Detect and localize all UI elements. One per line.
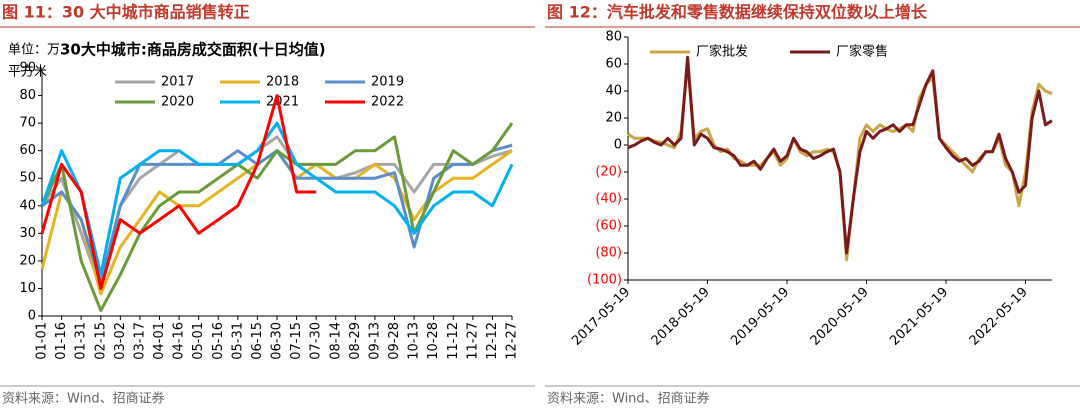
x-tick-label: 05-16 xyxy=(211,322,226,360)
x-tick-label: 09-13 xyxy=(367,322,382,360)
x-tick-label: 10-13 xyxy=(407,322,422,360)
source: 资料来源：Wind、招商证券 xyxy=(547,391,710,407)
legend-label: 2021 xyxy=(266,95,299,110)
x-tick-label: 01-16 xyxy=(54,322,69,360)
unit-label: 单位：万 xyxy=(8,43,60,58)
y-tick-label: 90 xyxy=(19,61,36,76)
y-tick-label: (80) xyxy=(595,246,622,261)
x-tick-label: 07-15 xyxy=(289,322,304,360)
series-line xyxy=(40,121,514,277)
figure-title: 图 12：汽车批发和零售数据继续保持双位数以上增长 xyxy=(547,3,928,22)
y-tick-label: 50 xyxy=(19,171,36,186)
x-tick-label: 02-15 xyxy=(93,322,108,360)
source: 资料来源：Wind、招商证券 xyxy=(2,391,165,407)
x-tick-label: 09-28 xyxy=(387,322,402,360)
y-tick-label: 40 xyxy=(19,198,36,213)
y-tick-label: 20 xyxy=(605,111,622,126)
x-tick-label: 2021-05-19 xyxy=(887,285,951,349)
x-tick-label: 08-29 xyxy=(348,322,363,360)
y-tick-label: 70 xyxy=(19,116,36,131)
x-tick-label: 01-31 xyxy=(74,322,89,360)
x-tick-label: 05-01 xyxy=(191,322,206,360)
y-tick-label: 80 xyxy=(19,88,36,103)
unit-label: 平方米 xyxy=(8,64,47,80)
figure-title: 图 11：30 大中城市商品销售转正 xyxy=(2,3,250,22)
x-tick-label: 11-12 xyxy=(446,322,461,360)
x-tick-label: 04-01 xyxy=(152,322,167,360)
x-tick-label: 11-27 xyxy=(465,322,480,360)
y-tick-label: 40 xyxy=(605,84,622,99)
x-tick-label: 10-28 xyxy=(426,322,441,360)
legend-label: 2018 xyxy=(266,75,299,90)
legend-label: 2020 xyxy=(161,95,194,110)
legend-label: 2019 xyxy=(371,75,404,90)
x-tick-label: 08-14 xyxy=(328,322,343,360)
legend-label: 厂家零售 xyxy=(836,44,888,60)
x-tick-label: 2022-05-19 xyxy=(967,285,1031,349)
x-tick-label: 05-31 xyxy=(230,322,245,360)
y-tick-label: 0 xyxy=(28,309,36,324)
legend-label: 2017 xyxy=(161,75,194,90)
x-tick-label: 06-30 xyxy=(270,322,285,360)
x-tick-label: 03-17 xyxy=(132,322,147,360)
legend-label: 厂家批发 xyxy=(696,44,748,60)
series-line xyxy=(40,122,514,312)
y-tick-label: 30 xyxy=(19,226,36,241)
x-tick-label: 2019-05-19 xyxy=(728,285,792,349)
y-tick-label: (60) xyxy=(595,219,622,234)
x-tick-label: 07-30 xyxy=(309,322,324,360)
series-line xyxy=(627,55,1053,255)
y-tick-label: 60 xyxy=(605,57,622,72)
y-tick-label: (100) xyxy=(587,273,622,288)
x-tick-label: 2017-05-19 xyxy=(569,285,633,349)
series-line xyxy=(40,94,317,290)
y-tick-label: 60 xyxy=(19,143,36,158)
y-tick-label: 0 xyxy=(614,138,622,153)
x-tick-label: 06-15 xyxy=(250,322,265,360)
chart-title: 30大中城市:商品房成交面积(十日均值) xyxy=(60,41,326,59)
x-tick-label: 12-12 xyxy=(485,322,500,360)
y-tick-label: 80 xyxy=(605,30,622,45)
x-tick-label: 12-27 xyxy=(505,322,520,360)
y-tick-label: (20) xyxy=(595,165,622,180)
y-tick-label: 10 xyxy=(19,281,36,296)
x-tick-label: 01-01 xyxy=(35,322,50,360)
legend-label: 2022 xyxy=(371,95,404,110)
y-tick-label: (40) xyxy=(595,192,622,207)
x-tick-label: 04-16 xyxy=(172,322,187,360)
y-tick-label: 20 xyxy=(19,253,36,268)
x-tick-label: 2020-05-19 xyxy=(808,285,872,349)
x-tick-label: 03-02 xyxy=(113,322,128,360)
x-tick-label: 2018-05-19 xyxy=(649,285,713,349)
